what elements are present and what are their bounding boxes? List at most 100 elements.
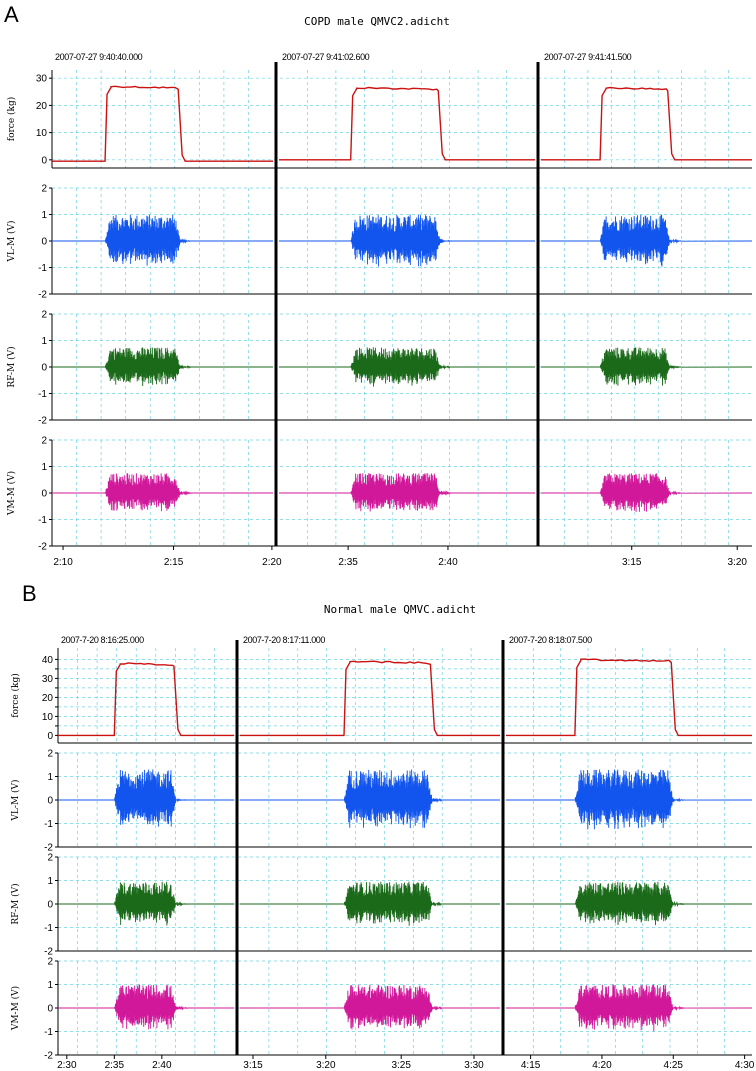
RF-M-trace — [58, 881, 234, 926]
VL-M-trace — [506, 769, 753, 830]
y-tick-label: 1 — [47, 772, 53, 783]
x-tick-label: 2:30 — [57, 1060, 77, 1071]
x-tick-label: 2:40 — [438, 557, 458, 568]
timestamp-label: 2007-7-20 8:17:11.000 — [243, 635, 325, 645]
x-tick-label: 4:20 — [592, 1060, 612, 1071]
RF-M-trace — [279, 347, 535, 387]
y-tick-label: 0 — [47, 900, 53, 911]
force-trace — [279, 86, 535, 161]
y-tick-label: 40 — [42, 655, 54, 666]
channel-label: VL-M (V) — [10, 779, 21, 821]
force-trace — [541, 86, 752, 161]
x-tick-label: 2:20 — [262, 557, 282, 568]
y-tick-label: 20 — [36, 101, 48, 112]
y-tick-label: 1 — [47, 876, 53, 887]
channel-label: VM-M (V) — [6, 471, 17, 516]
y-tick-label: 2 — [41, 436, 47, 447]
y-tick-label: -2 — [44, 947, 53, 958]
y-tick-label: 0 — [47, 731, 53, 742]
y-tick-label: -1 — [44, 923, 53, 934]
x-tick-label: 3:20 — [316, 1060, 336, 1071]
y-tick-label: 1 — [47, 980, 53, 991]
x-tick-label: 2:15 — [164, 557, 184, 568]
y-tick-label: -1 — [38, 389, 47, 400]
x-tick-label: 4:15 — [521, 1060, 541, 1071]
panel-a-letter: A — [4, 2, 19, 27]
timestamp-label: 2007-07-27 9:41:41.500 — [544, 52, 632, 62]
y-tick-label: 0 — [41, 489, 47, 500]
RF-M-trace — [541, 347, 753, 386]
panel-b-title: Normal male QMVC.adicht — [324, 603, 476, 616]
channel-label: RF-M (V) — [6, 346, 17, 387]
y-tick-label: 0 — [47, 1004, 53, 1015]
channel-label: RF-M (V) — [10, 883, 21, 924]
y-tick-label: 20 — [42, 693, 54, 704]
y-tick-label: 1 — [41, 462, 47, 473]
panel-a-title: COPD male QMVC2.adicht — [304, 15, 450, 28]
VL-M-trace — [541, 214, 753, 267]
VL-M-trace — [52, 214, 273, 266]
force-trace — [58, 662, 234, 737]
y-tick-label: 30 — [36, 74, 48, 85]
RF-M-trace — [240, 881, 500, 926]
x-tick-label: 3:25 — [391, 1060, 411, 1071]
y-tick-label: -2 — [44, 1051, 53, 1062]
y-tick-label: 0 — [41, 237, 47, 248]
channel-label: force (kg) — [10, 673, 21, 718]
timestamp-label: 2007-7-20 8:18:07.500 — [509, 635, 592, 645]
VL-M-trace — [279, 214, 535, 267]
y-tick-label: 1 — [41, 210, 47, 221]
panel-a-plot: 2007-07-27 9:40:40.000 2007-07-27 9:41:02… — [6, 52, 753, 568]
channel-label: force (kg) — [6, 97, 17, 142]
x-tick-label: 2:40 — [152, 1060, 172, 1071]
x-tick-label: 3:30 — [464, 1060, 484, 1071]
x-tick-label: 4:30 — [735, 1060, 755, 1071]
x-tick-label: 2:35 — [338, 557, 358, 568]
x-tick-label: 3:20 — [727, 557, 747, 568]
y-tick-label: -1 — [38, 263, 47, 274]
y-tick-label: 10 — [36, 128, 48, 139]
x-tick-label: 3:15 — [243, 1060, 263, 1071]
y-tick-label: 2 — [47, 853, 53, 864]
y-tick-label: -1 — [44, 819, 53, 830]
y-tick-label: -1 — [44, 1027, 53, 1038]
x-tick-label: 3:15 — [622, 557, 642, 568]
y-tick-label: 1 — [41, 336, 47, 347]
x-tick-label: 2:10 — [53, 557, 73, 568]
channel-label: VL-M (V) — [6, 220, 17, 262]
y-tick-label: 30 — [42, 674, 54, 685]
y-tick-label: 10 — [42, 712, 54, 723]
panel-b-plot: 2007-7-20 8:16:25.000 2007-7-20 8:17:11.0… — [10, 635, 755, 1071]
y-tick-label: 2 — [47, 749, 53, 760]
VM-M-trace — [541, 473, 753, 513]
timestamp-label: 2007-07-27 9:41:02.600 — [282, 52, 370, 62]
y-tick-label: 0 — [41, 155, 47, 166]
x-tick-label: 2:35 — [105, 1060, 125, 1071]
timestamp-label: 2007-7-20 8:16:25.000 — [61, 635, 144, 645]
channel-label: VM-M (V) — [10, 986, 21, 1031]
y-tick-label: -1 — [38, 515, 47, 526]
RF-M-trace — [506, 881, 752, 926]
VM-M-trace — [52, 473, 273, 512]
panel-b: B Normal male QMVC.adicht 2007-7-20 8:16… — [10, 581, 755, 1071]
VM-M-trace — [506, 984, 753, 1032]
y-tick-label: -2 — [38, 542, 47, 553]
VM-M-trace — [240, 984, 500, 1030]
VM-M-trace — [279, 473, 535, 512]
VL-M-trace — [58, 769, 234, 827]
force-trace — [240, 660, 500, 737]
panel-b-letter: B — [22, 581, 37, 606]
y-tick-label: -2 — [38, 416, 47, 427]
panel-a: A COPD male QMVC2.adicht 2007-07-27 9:40… — [4, 2, 753, 568]
timestamp-label: 2007-07-27 9:40:40.000 — [55, 52, 143, 62]
VM-M-trace — [58, 984, 234, 1030]
force-trace — [52, 85, 273, 162]
force-trace — [506, 658, 752, 737]
y-tick-label: -2 — [38, 290, 47, 301]
y-tick-label: 2 — [41, 184, 47, 195]
y-tick-label: 0 — [41, 363, 47, 374]
y-tick-label: 2 — [47, 957, 53, 968]
RF-M-trace — [52, 347, 273, 387]
VL-M-trace — [240, 769, 500, 829]
